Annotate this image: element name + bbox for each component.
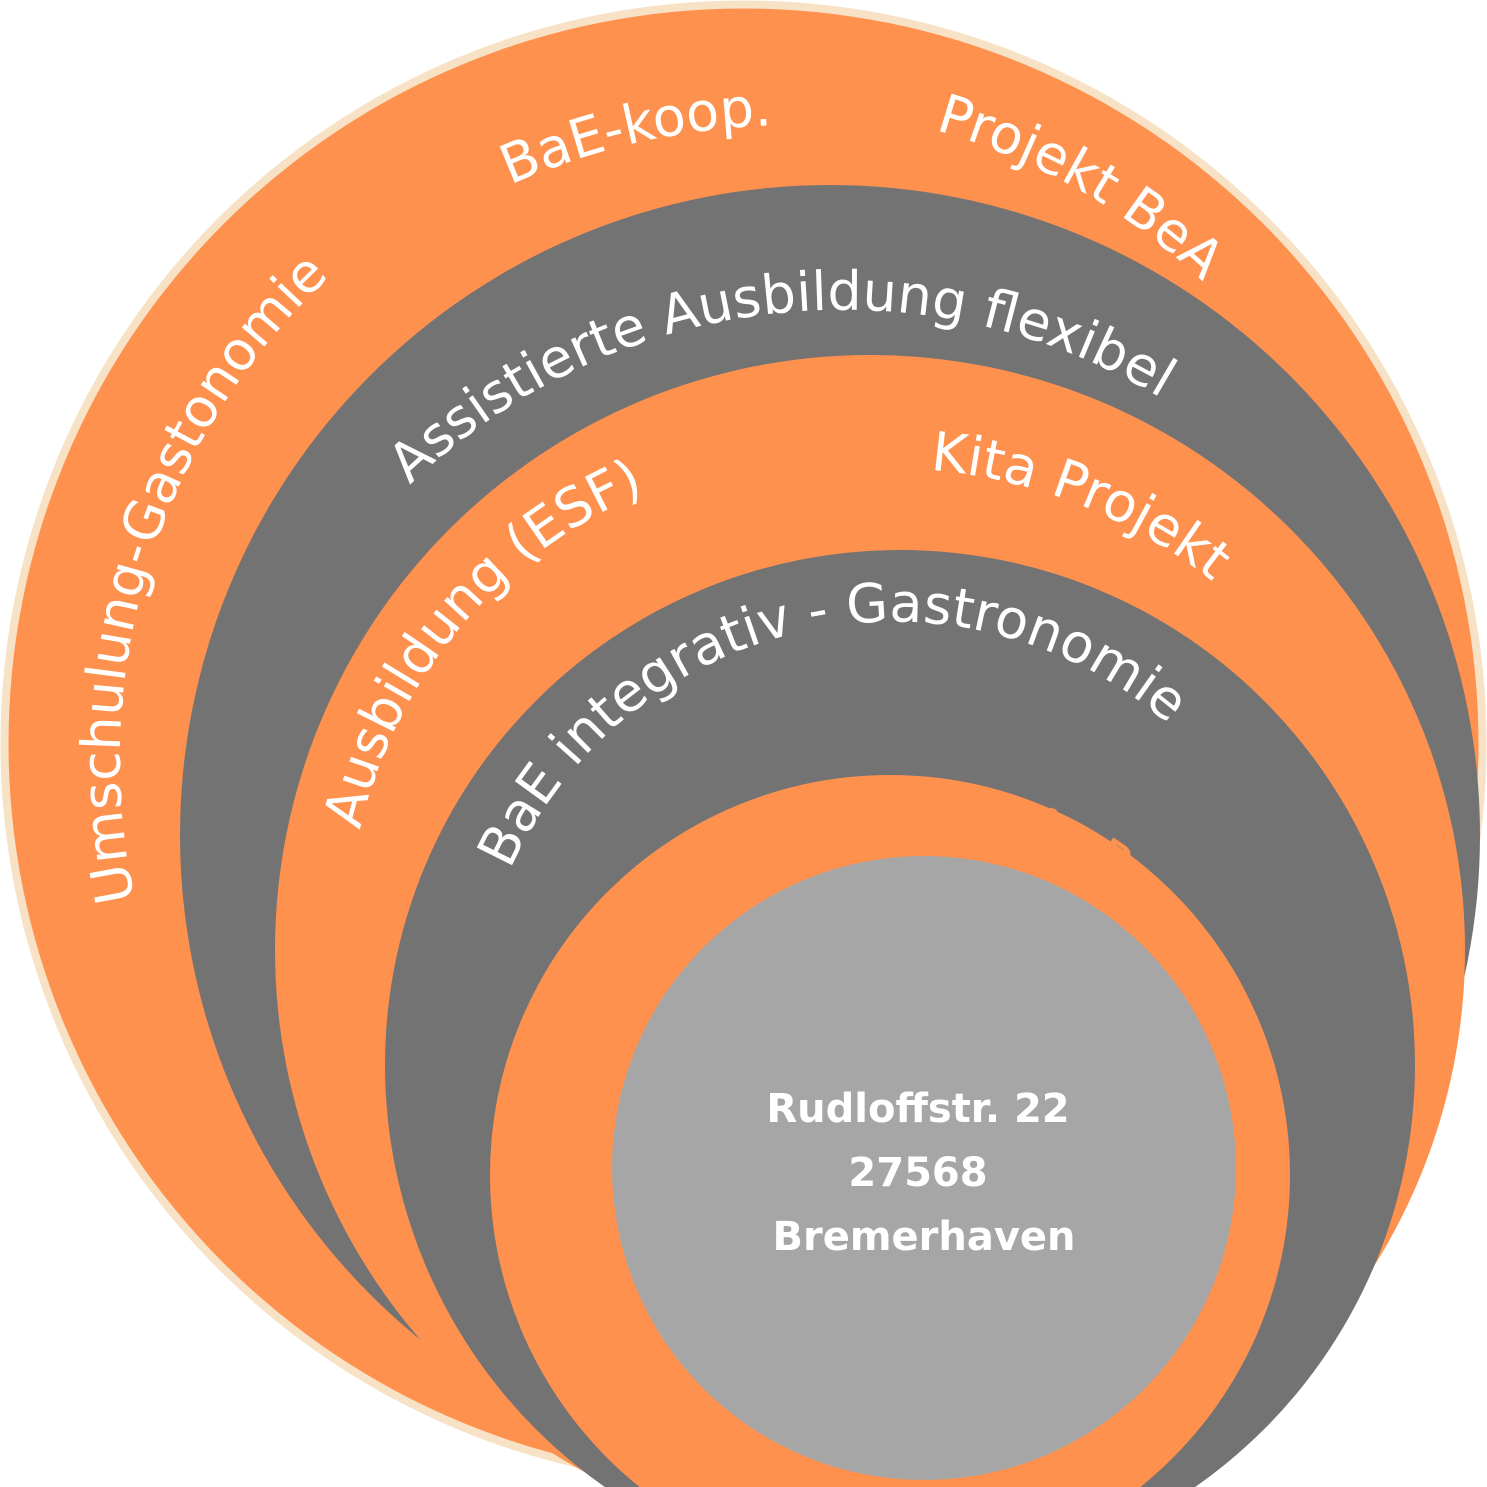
address-postcode: 27568 <box>848 1150 987 1196</box>
address-city: Bremerhaven <box>772 1214 1075 1260</box>
center-address-circle <box>612 856 1236 1480</box>
address-street: Rudloffstr. 22 <box>766 1086 1069 1132</box>
